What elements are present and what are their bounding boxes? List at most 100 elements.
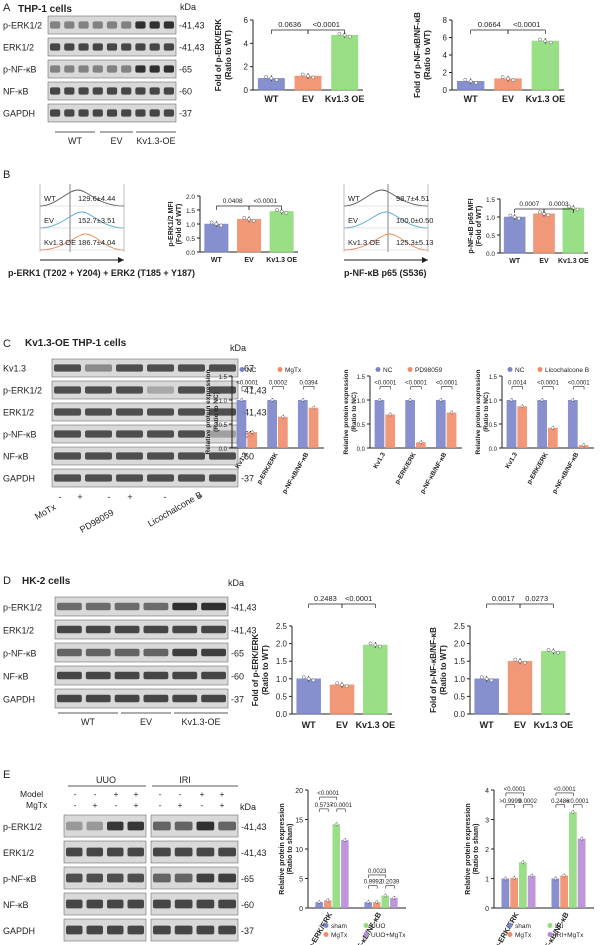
blot-band — [57, 625, 82, 634]
blot-band — [64, 21, 75, 29]
data-point — [503, 877, 507, 881]
bar — [372, 902, 381, 908]
kda-marker: -67 — [241, 364, 254, 374]
data-point — [408, 398, 412, 402]
data-point — [543, 39, 548, 43]
x-tick-label: p-NF-κB/NF-κB — [551, 451, 580, 495]
treatment-sign: - — [201, 800, 204, 810]
blot-label: NF-κB — [3, 900, 29, 910]
x-tick-label: EV — [539, 258, 549, 265]
y-tick-label: 6 — [244, 16, 249, 25]
p-value: 0.0636 — [278, 20, 301, 29]
blot-band — [57, 648, 82, 657]
data-point — [340, 682, 344, 687]
blot-band — [163, 65, 174, 73]
bar — [405, 400, 415, 448]
data-point — [571, 398, 575, 402]
data-point — [311, 678, 316, 683]
data-point — [556, 650, 560, 655]
blot-band — [174, 899, 193, 909]
legend-marker — [507, 367, 513, 372]
data-point — [580, 837, 584, 841]
p-value: <0.0001 — [374, 381, 397, 387]
data-point — [540, 398, 544, 402]
bar — [381, 895, 390, 908]
data-point — [388, 412, 392, 416]
bar — [329, 684, 355, 715]
x-tick-label: p-ERK/ERK — [394, 451, 418, 485]
blot-band — [54, 452, 81, 460]
blot-membrane — [63, 892, 147, 916]
data-point — [512, 215, 517, 219]
group-label: Kv1.3-OE — [181, 717, 220, 727]
blot-membrane — [150, 866, 239, 890]
data-point — [335, 681, 340, 686]
legend-label: MgTx — [515, 932, 532, 939]
p-value: 0.0017 — [492, 594, 515, 603]
blot-band — [78, 21, 89, 29]
kda-header: kDa — [228, 578, 244, 588]
blot-band — [57, 671, 82, 680]
data-point — [219, 223, 223, 228]
data-point — [508, 213, 513, 218]
bar — [569, 812, 577, 908]
chart-C3: 0.0 0.5 1.0 1.5 Relative protein expression(… — [475, 367, 594, 495]
treatment-label: MoTx — [33, 502, 58, 522]
data-point — [383, 894, 387, 898]
legend-marker — [375, 367, 381, 372]
group-label: IRI — [179, 775, 191, 785]
treatment-sign: + — [197, 492, 202, 502]
p-value: <0.0001 — [504, 787, 527, 793]
legend-label: NC — [383, 367, 393, 374]
x-tick-label: Kv1.3 — [504, 451, 519, 470]
histogram — [343, 233, 429, 251]
p-value: <0.0001 — [405, 381, 428, 387]
blot-membrane — [150, 814, 239, 838]
y-axis-label: (Ratio to sham) — [287, 824, 294, 875]
blot-membrane — [63, 866, 147, 890]
treatment-sign: + — [178, 800, 183, 810]
legend-label: sham — [331, 923, 347, 930]
blot-band — [114, 694, 140, 703]
p-value: 0.0003 — [549, 201, 569, 208]
blot-band — [114, 648, 140, 657]
blot-band — [116, 408, 143, 416]
blot-E-uuo: p-ERK1/2 ERK1/2 p-NF-κB NF-κB GAPDH — [3, 814, 147, 942]
treatment-sign: - — [59, 492, 62, 502]
legend-label: sham — [515, 923, 531, 930]
panel-letter: C — [3, 338, 11, 350]
blot-band — [178, 430, 205, 438]
kda-marker: -41,43 — [231, 602, 257, 612]
blot-band — [218, 821, 236, 831]
y-tick-label: 2 — [443, 69, 448, 78]
data-point — [506, 76, 510, 81]
blot-band — [86, 873, 103, 883]
y-axis-label: (Ratio to NC) — [213, 392, 220, 432]
p-value: <0.0001 — [313, 20, 340, 29]
y-tick-label: 1.0 — [219, 399, 228, 405]
x-tick-label: EV — [302, 94, 314, 104]
blot-band — [143, 671, 169, 680]
chart-D2: 0.0 0.5 1.0 1.5 2.0 2.5 Fold of p-NF-κB/NF-κB(… — [429, 594, 573, 730]
treatment-sign: - — [179, 789, 182, 799]
y-tick-label: 2.0 — [186, 194, 195, 201]
blot-band — [218, 925, 236, 935]
blot-band — [147, 430, 174, 438]
flow-perk: WT 129.6±4.44 EV 152.7±3.51 Kv1.3 OE 186.7±4.… — [8, 184, 195, 278]
blot-band — [50, 65, 61, 73]
y-tick-label: 1.5 — [489, 375, 498, 381]
legend-label: NC — [247, 367, 257, 374]
blot-label: GAPDH — [3, 694, 35, 704]
blot-membrane — [63, 814, 147, 838]
bar — [435, 400, 446, 448]
data-point — [553, 877, 557, 881]
p-value: 0.0002 — [519, 799, 538, 805]
y-tick-label: 1 — [485, 877, 489, 884]
blot-band — [85, 625, 111, 634]
y-tick-label: 1.5 — [186, 208, 195, 215]
data-point — [582, 443, 586, 447]
arrow-head — [118, 257, 124, 263]
blot-band — [196, 847, 215, 857]
legend-label: UUO — [371, 923, 385, 930]
sample-label: EV — [348, 216, 358, 225]
